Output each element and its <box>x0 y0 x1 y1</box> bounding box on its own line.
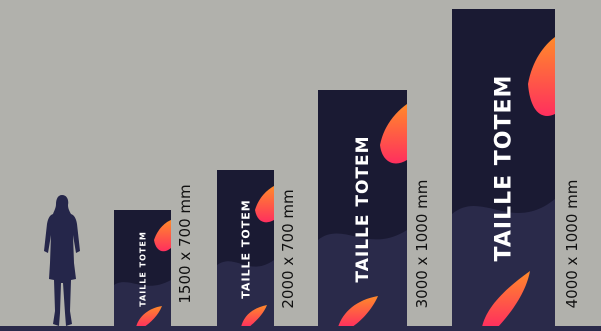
totem-title: TAILLE TOTEM <box>491 74 516 262</box>
totem-title: TAILLE TOTEM <box>239 198 252 299</box>
dimension-label: 3000 x 1000 mm <box>413 179 431 309</box>
totem-artwork <box>217 170 274 327</box>
totem-4000x1000: TAILLE TOTEM <box>452 9 555 327</box>
floor-line <box>0 326 601 331</box>
dimension-label: 1500 x 700 mm <box>176 184 194 304</box>
totem-artwork <box>452 9 555 327</box>
totem-artwork <box>318 90 407 327</box>
dimension-label: 4000 x 1000 mm <box>563 179 581 309</box>
totem-artwork <box>114 210 171 327</box>
totem-title: TAILLE TOTEM <box>138 230 147 307</box>
totem-1500x700: TAILLE TOTEM <box>114 210 171 327</box>
totem-2000x700: TAILLE TOTEM <box>217 170 274 327</box>
person-silhouette-icon <box>44 195 80 326</box>
totem-3000x1000: TAILLE TOTEM <box>318 90 407 327</box>
totem-title: TAILLE TOTEM <box>352 134 373 283</box>
dimension-label: 2000 x 700 mm <box>279 189 297 309</box>
